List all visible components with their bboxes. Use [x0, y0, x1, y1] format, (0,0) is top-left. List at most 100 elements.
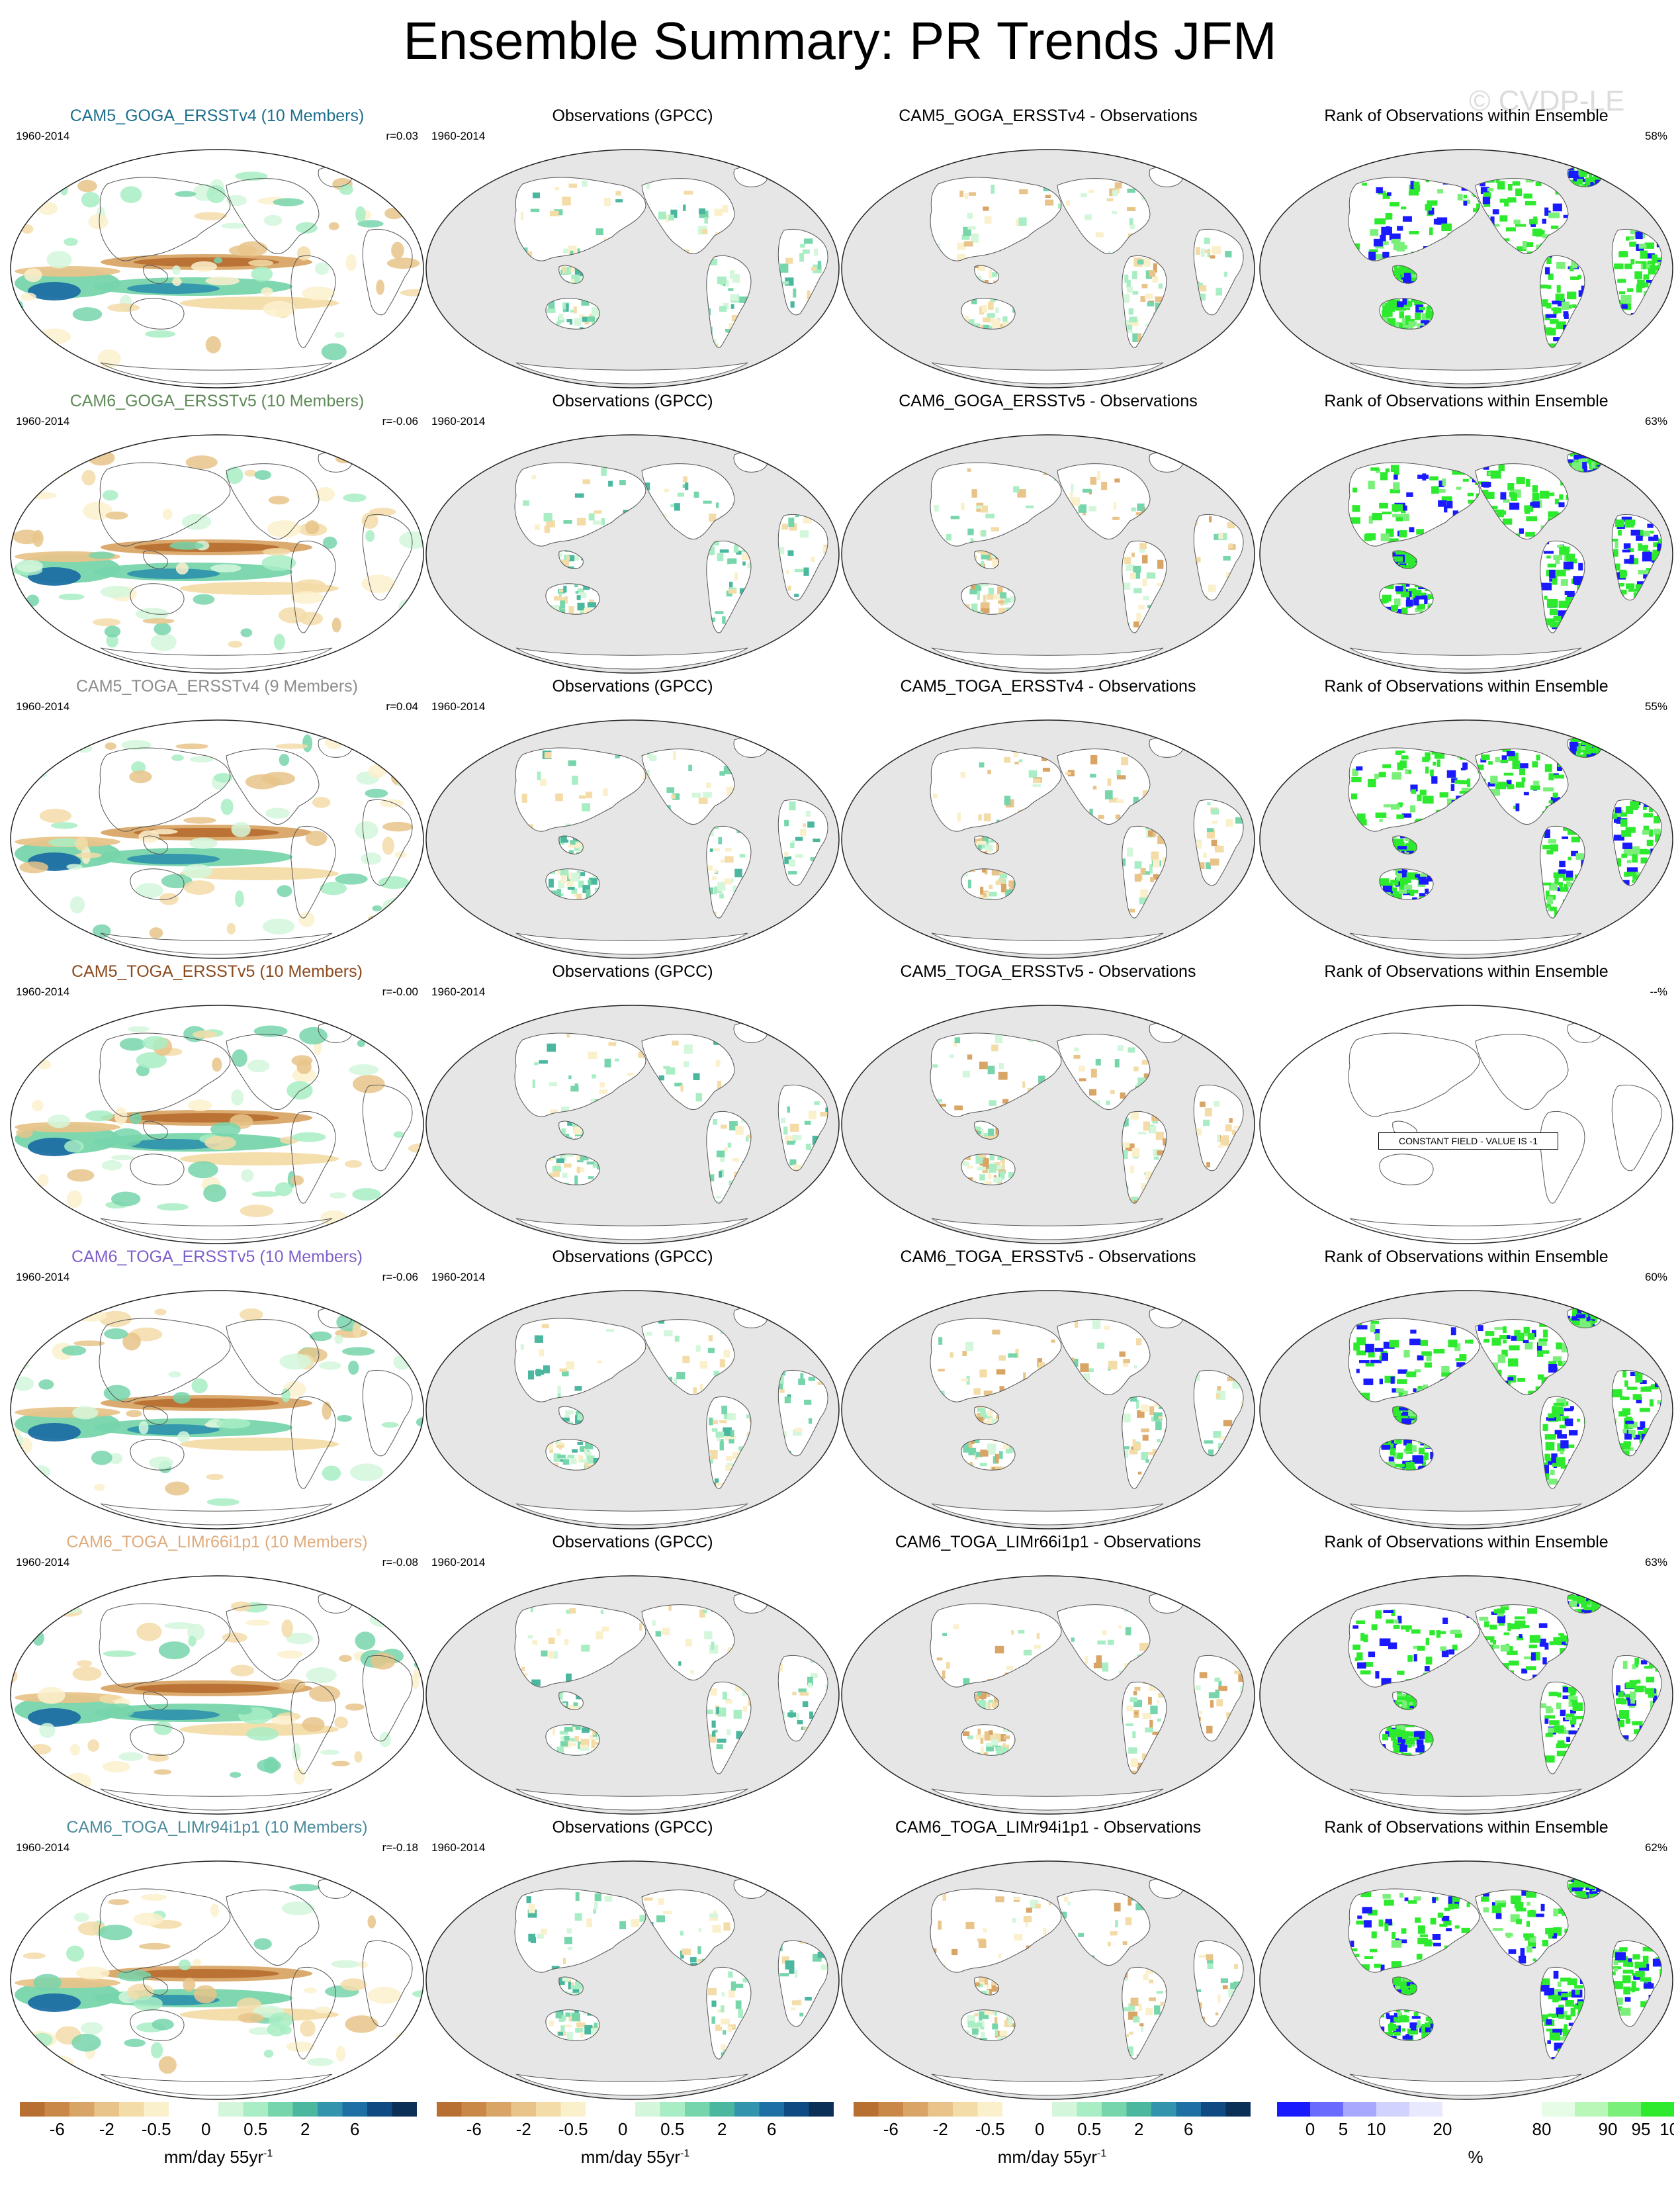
panel-title: CAM5_GOGA_ERSSTv4 (10 Members) [69, 107, 365, 125]
period-label: 1960-2014 [431, 1556, 486, 1569]
panel-title: CAM6_TOGA_LIMr94i1p1 - Observations [895, 1818, 1202, 1837]
colorbar-title: % [1468, 2147, 1483, 2167]
panel-title: CAM6_TOGA_ERSSTv5 (10 Members) [71, 1248, 363, 1266]
colorbar-cell [1002, 2102, 1028, 2117]
world-map [425, 1290, 840, 1530]
period-label: 1960-2014 [431, 1271, 486, 1283]
colorbar-cell [1277, 2102, 1310, 2117]
colorbar-cell [1151, 2102, 1176, 2117]
colorbar-tick-label: -2 [99, 2119, 114, 2139]
colorbar-cell [709, 2102, 734, 2117]
obs-trend-panel: Observations (GPCC) 1960-2014 [423, 1817, 842, 2102]
colorbar-cell [635, 2102, 660, 2117]
colorbar-cell [586, 2102, 611, 2117]
period-label: 1960-2014 [431, 985, 486, 998]
colorbar-cell [660, 2102, 685, 2117]
correlation-label: r=-0.06 [382, 1271, 418, 1283]
colorbar-cell [144, 2102, 169, 2117]
period-label: 1960-2014 [431, 415, 486, 428]
colorbar-tick-label: 2 [717, 2119, 727, 2139]
obs-trend-panel: Observations (GPCC) 1960-2014 [423, 391, 842, 676]
period-label: 1960-2014 [16, 985, 70, 998]
colorbar-tick-label: 5 [1339, 2119, 1348, 2139]
rank-panel: Rank of Observations within Ensemble --% C… [1257, 962, 1675, 1246]
colorbar-title: mm/day 55yr-1 [580, 2147, 690, 2167]
trend-legend-model: -6 -2 -0.5 0 0.5 2 6 mm/day 55yr-1 [20, 2098, 417, 2177]
obs-trend-panel: Observations (GPCC) 1960-2014 [423, 1532, 842, 1817]
colorbar-cell [437, 2102, 462, 2117]
model-trend-panel: CAM5_TOGA_ERSSTv4 (9 Members) 1960-2014 r=… [8, 676, 426, 961]
colorbar-tick-label: 80 [1532, 2119, 1552, 2139]
model-trend-panel: CAM5_GOGA_ERSSTv4 (10 Members) 1960-2014 r… [8, 106, 426, 390]
colorbar-title: mm/day 55yr-1 [163, 2147, 273, 2167]
panel-title: Observations (GPCC) [552, 1533, 713, 1551]
colorbar-cell [903, 2102, 928, 2117]
colorbar-cell [928, 2102, 953, 2117]
rank-panel: Rank of Observations within Ensemble 58% [1257, 106, 1675, 390]
diff-trend-panel: CAM6_TOGA_ERSSTv5 - Observations [839, 1247, 1257, 1531]
rank-percent-label: 62% [1644, 1841, 1667, 1854]
colorbar-cell [784, 2102, 809, 2117]
colorbar: -6 -2 -0.5 0 0.5 2 6 [20, 2102, 417, 2139]
colorbar-cell [953, 2102, 978, 2117]
constant-field-label: CONSTANT FIELD - VALUE IS -1 [1378, 1132, 1558, 1150]
colorbar-cell [1052, 2102, 1077, 2117]
panel-title: CAM5_TOGA_ERSSTv4 - Observations [900, 677, 1196, 696]
world-map [10, 434, 424, 674]
world-map [1259, 1290, 1673, 1530]
panel-title: Rank of Observations within Ensemble [1324, 107, 1609, 125]
colorbar-tick-label: 10 [1367, 2119, 1386, 2139]
page-title: Ensemble Summary: PR Trends JFM [403, 11, 1277, 70]
obs-trend-panel: Observations (GPCC) 1960-2014 [423, 106, 842, 390]
panel-title: Observations (GPCC) [552, 107, 713, 125]
colorbar-tick-label: -6 [883, 2119, 899, 2139]
panel-title: CAM5_TOGA_ERSSTv5 - Observations [900, 962, 1196, 981]
panel-title: CAM5_TOGA_ERSSTv5 (10 Members) [71, 962, 363, 981]
panel-title: Observations (GPCC) [552, 392, 713, 410]
diff-trend-panel: CAM6_TOGA_LIMr94i1p1 - Observations [839, 1817, 1257, 2102]
colorbar-cell [1102, 2102, 1127, 2117]
colorbar-tick-label: 2 [300, 2119, 310, 2139]
model-trend-panel: CAM6_GOGA_ERSSTv5 (10 Members) 1960-2014 r… [8, 391, 426, 676]
colorbar: -6 -2 -0.5 0 0.5 2 6 [437, 2102, 834, 2139]
world-map [425, 149, 840, 388]
panel-title: Rank of Observations within Ensemble [1324, 392, 1609, 410]
panel-title: CAM5_TOGA_ERSSTv4 (9 Members) [75, 677, 359, 696]
colorbar-tick-label: 90 [1599, 2119, 1618, 2139]
world-map [841, 1005, 1255, 1244]
colorbar-cell [69, 2102, 95, 2117]
colorbar-cell [1409, 2102, 1442, 2117]
colorbar-cell [20, 2102, 45, 2117]
world-map [425, 1860, 840, 2100]
colorbar-cell [610, 2102, 635, 2117]
colorbar-cell [292, 2102, 318, 2117]
world-map [841, 434, 1255, 674]
colorbar-tick-label: 6 [767, 2119, 776, 2139]
model-trend-panel: CAM6_TOGA_LIMr66i1p1 (10 Members) 1960-20… [8, 1532, 426, 1817]
world-map [841, 149, 1255, 388]
colorbar-tick-label: -2 [516, 2119, 531, 2139]
panel-title: CAM6_TOGA_LIMr94i1p1 (10 Members) [66, 1818, 368, 1837]
colorbar-cell [1126, 2102, 1151, 2117]
model-trend-panel: CAM6_TOGA_LIMr94i1p1 (10 Members) 1960-20… [8, 1817, 426, 2102]
colorbar-cell [977, 2102, 1002, 2117]
trend-legend-diff: -6 -2 -0.5 0 0.5 2 6 mm/day 55yr-1 [854, 2098, 1251, 2177]
panel-title: Rank of Observations within Ensemble [1324, 677, 1609, 696]
rank-panel: Rank of Observations within Ensemble 60% [1257, 1247, 1675, 1531]
colorbar: 0 5 10 20 80 90 95 100 [1277, 2102, 1674, 2139]
period-label: 1960-2014 [431, 130, 486, 142]
colorbar-cell [268, 2102, 293, 2117]
rank-panel: Rank of Observations within Ensemble 55% [1257, 676, 1675, 961]
rank-legend: 0 5 10 20 80 90 95 100 % [1277, 2098, 1674, 2177]
colorbar-tick-label: 0 [1305, 2119, 1315, 2139]
colorbar-tick-label: 20 [1433, 2119, 1452, 2139]
colorbar-tick-label: -0.5 [975, 2119, 1005, 2139]
world-map [425, 1005, 840, 1244]
model-trend-panel: CAM6_TOGA_ERSSTv5 (10 Members) 1960-2014 r… [8, 1247, 426, 1531]
rank-percent-label: 55% [1644, 700, 1667, 713]
colorbar-cell [392, 2102, 417, 2117]
obs-trend-panel: Observations (GPCC) 1960-2014 [423, 676, 842, 961]
world-map [1259, 1005, 1673, 1244]
colorbar-tick-label: 95 [1632, 2119, 1651, 2139]
colorbar-cell [44, 2102, 69, 2117]
